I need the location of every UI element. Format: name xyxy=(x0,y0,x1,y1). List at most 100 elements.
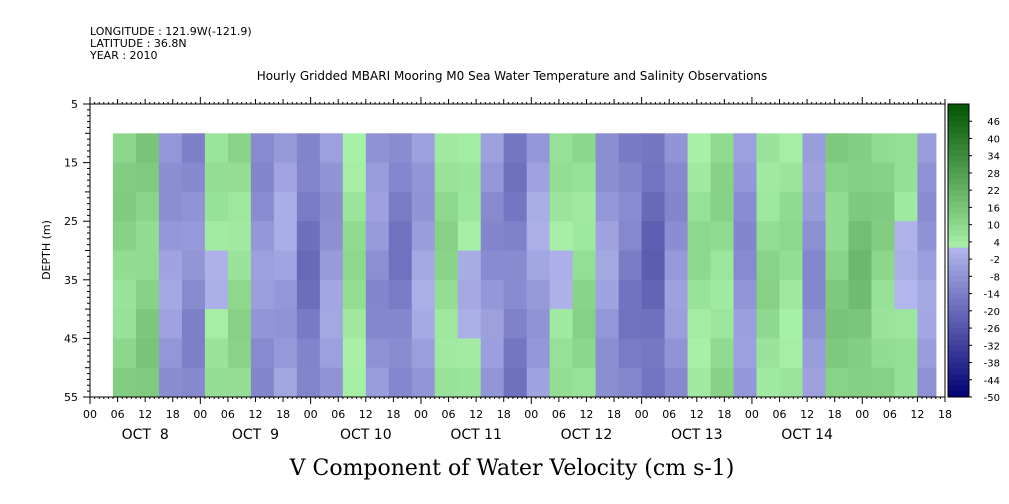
heatmap-cell xyxy=(411,367,436,398)
colorbar-label: -14 xyxy=(984,290,1000,301)
heatmap-cell xyxy=(388,162,413,193)
heatmap-cell xyxy=(756,250,781,281)
colorbar-swatch xyxy=(948,172,969,180)
heatmap-cell xyxy=(319,338,344,369)
heatmap-cell xyxy=(112,191,137,222)
heatmap-cell xyxy=(342,221,367,252)
x-date-label: OCT 14 xyxy=(781,427,833,443)
colorbar-swatch xyxy=(948,270,969,277)
heatmap-cell xyxy=(296,162,321,193)
heatmap-cell xyxy=(894,338,919,369)
heatmap-cell xyxy=(549,191,574,222)
x-hour-label: 12 xyxy=(248,408,262,421)
heatmap-cell xyxy=(181,367,206,398)
heatmap-cell xyxy=(572,309,597,339)
heatmap-cell xyxy=(802,133,827,164)
colorbar-swatch xyxy=(948,126,969,134)
heatmap-cell xyxy=(825,338,850,369)
heatmap-cell xyxy=(894,191,919,222)
colorbar-swatch xyxy=(948,201,969,208)
heatmap-cell xyxy=(112,279,137,310)
heatmap-cell xyxy=(296,309,321,339)
heatmap-cell xyxy=(411,279,436,310)
heatmap-cell xyxy=(365,338,390,369)
heatmap-cell xyxy=(227,250,252,281)
heatmap-cell xyxy=(204,338,229,369)
heatmap-cell xyxy=(802,221,827,252)
heatmap-cell xyxy=(871,338,896,369)
heatmap-cell xyxy=(388,367,413,398)
colorbar-label: 34 xyxy=(987,152,1000,163)
heatmap-cell xyxy=(618,250,643,281)
heatmap-cell xyxy=(756,367,781,398)
heatmap-cells xyxy=(112,133,937,398)
heatmap-cell xyxy=(480,309,505,339)
heatmap-cell xyxy=(664,133,689,164)
heatmap-cell xyxy=(687,250,712,281)
colorbar-swatch xyxy=(948,276,969,283)
x-hour-label: 00 xyxy=(524,408,538,421)
heatmap-cell xyxy=(618,367,643,398)
heatmap-cell xyxy=(319,279,344,310)
heatmap-cell xyxy=(802,309,827,339)
heatmap-cell xyxy=(457,367,482,398)
heatmap-cell xyxy=(871,250,896,281)
colorbar-label: -44 xyxy=(984,376,1000,387)
heatmap-cell xyxy=(871,133,896,164)
heatmap-cell xyxy=(250,162,275,193)
colorbar-swatch xyxy=(948,328,969,335)
heatmap-cell xyxy=(112,133,137,164)
x-hour-label: 18 xyxy=(276,408,290,421)
heatmap-cell xyxy=(411,338,436,369)
colorbar-swatch xyxy=(948,351,969,358)
heatmap-cell xyxy=(779,367,804,398)
heatmap-cell xyxy=(917,309,937,339)
colorbar-swatch xyxy=(948,305,969,312)
heatmap-cell xyxy=(549,367,574,398)
colorbar-swatch xyxy=(948,241,969,249)
heatmap-cell xyxy=(779,191,804,222)
heatmap-cell xyxy=(204,191,229,222)
heatmap-cell xyxy=(411,309,436,339)
heatmap-cell xyxy=(342,133,367,164)
heatmap-cell xyxy=(503,279,528,310)
heatmap-cell xyxy=(917,279,937,310)
heatmap-cell xyxy=(342,162,367,193)
colorbar-swatch xyxy=(948,247,969,254)
colorbar-swatch xyxy=(948,333,969,341)
heatmap-cell xyxy=(411,250,436,281)
heatmap-cell xyxy=(779,309,804,339)
heatmap-cell xyxy=(802,279,827,310)
heatmap-cell xyxy=(158,133,183,164)
heatmap-cell xyxy=(687,133,712,164)
heatmap-cell xyxy=(756,133,781,164)
heatmap-cell xyxy=(618,133,643,164)
heatmap-cell xyxy=(503,338,528,369)
heatmap-cell xyxy=(595,221,620,252)
heatmap-cell xyxy=(595,250,620,281)
heatmap-cell xyxy=(733,191,758,222)
heatmap-cell xyxy=(227,133,252,164)
heatmap-cell xyxy=(158,309,183,339)
heatmap-cell xyxy=(825,221,850,252)
heatmap-cell xyxy=(227,162,252,193)
heatmap-cell xyxy=(687,279,712,310)
y-tick-label: 5 xyxy=(71,98,78,111)
heatmap-cell xyxy=(250,309,275,339)
heatmap-cell xyxy=(480,162,505,193)
heatmap-cell xyxy=(158,191,183,222)
heatmap-cell xyxy=(365,191,390,222)
heatmap-cell xyxy=(825,367,850,398)
colorbar-swatch xyxy=(948,161,969,168)
heatmap-cell xyxy=(273,250,298,281)
heatmap-cell xyxy=(572,133,597,164)
x-hour-label: 18 xyxy=(386,408,400,421)
heatmap-cell xyxy=(480,279,505,310)
heatmap-cell xyxy=(112,221,137,252)
heatmap-cell xyxy=(480,367,505,398)
heatmap-cell xyxy=(595,191,620,222)
heatmap-cell xyxy=(112,367,137,398)
heatmap-cell xyxy=(135,133,160,164)
heatmap-cell xyxy=(710,221,735,252)
heatmap-cell xyxy=(273,309,298,339)
